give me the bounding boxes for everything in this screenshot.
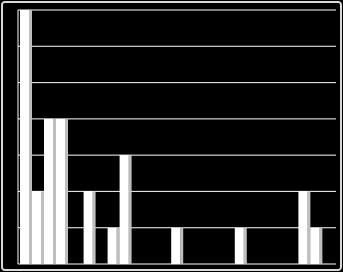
bar-face [171, 227, 181, 264]
bar-face [20, 10, 29, 264]
bar-side [41, 191, 44, 264]
bar-side [180, 227, 184, 264]
bar-face [119, 155, 129, 264]
bar-side [29, 10, 32, 264]
bar-side [116, 227, 120, 264]
bar [20, 10, 32, 264]
bar-face [44, 118, 53, 264]
bar-side [53, 118, 56, 264]
bar-face [234, 227, 244, 264]
bar [171, 227, 184, 264]
bar [234, 227, 247, 264]
bar [56, 118, 68, 264]
bar-face [56, 118, 65, 264]
bar [310, 227, 323, 264]
bar-face [310, 227, 320, 264]
bar-side [128, 155, 132, 264]
bar [83, 191, 96, 264]
bar-side [92, 191, 96, 264]
bar-side [307, 191, 311, 264]
bar-face [32, 191, 41, 264]
bar-face [107, 227, 117, 264]
bar [107, 227, 120, 264]
bar [32, 191, 44, 264]
bar [44, 118, 56, 264]
bar [119, 155, 132, 264]
bar [298, 191, 311, 264]
bar-side [319, 227, 323, 264]
bar-side [243, 227, 247, 264]
bar-side [65, 118, 68, 264]
bar-face [298, 191, 308, 264]
bar-face [83, 191, 93, 264]
